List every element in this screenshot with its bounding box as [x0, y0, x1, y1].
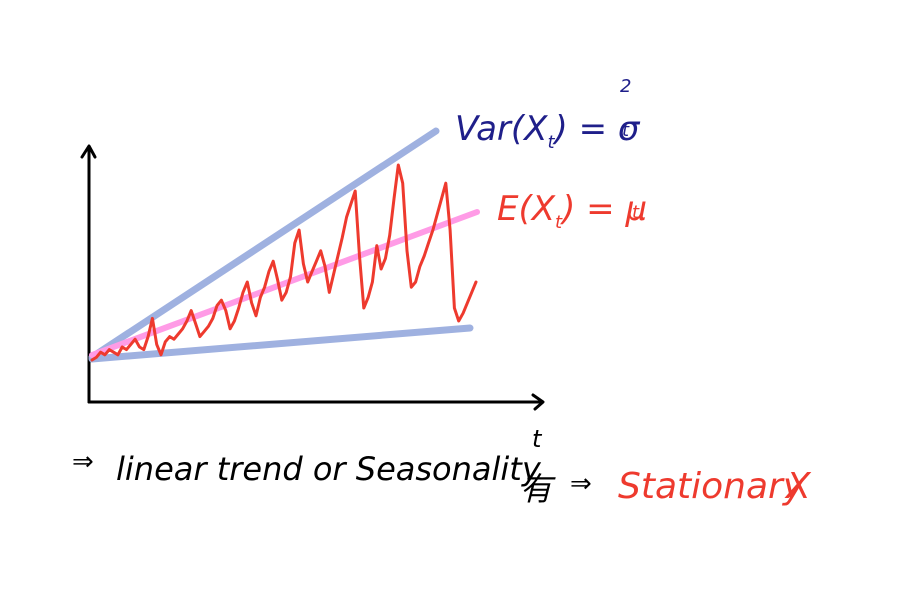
- variance-sigma-sup: 2: [620, 76, 631, 97]
- note-kanji: 有: [520, 470, 556, 508]
- note-text: linear trend or Seasonality: [116, 450, 542, 488]
- note-cross: X: [784, 466, 812, 507]
- note-arrow-1: ⇒: [72, 447, 94, 477]
- y-axis-arrowhead: [80, 144, 97, 159]
- expectation-label-tail: ) = μ: [559, 189, 647, 229]
- x-axis-label: t: [532, 425, 543, 453]
- variance-label-sub: t: [547, 132, 555, 153]
- expectation-mu-sub: t: [632, 202, 640, 223]
- variance-label-tail: ) = σ: [552, 109, 641, 149]
- note-arrow-2: ⇒: [570, 469, 592, 499]
- note-conclusion: Stationary: [618, 466, 805, 507]
- series-line: [90, 163, 478, 362]
- expectation-label: E(Xt) = μ: [497, 189, 647, 233]
- variance-sigma-sub: t: [622, 120, 630, 141]
- upper-envelope-line: [88, 127, 440, 361]
- variance-label: Var(Xt) = σ: [455, 109, 641, 153]
- mean-trend-line: [89, 209, 480, 358]
- expectation-label-main: E(X: [497, 189, 556, 229]
- expectation-label-sub: t: [555, 212, 563, 233]
- x-axis-arrowhead: [531, 393, 545, 411]
- axes: [80, 144, 545, 411]
- variance-label-main: Var(X: [455, 109, 548, 149]
- lower-envelope-line: [88, 324, 474, 363]
